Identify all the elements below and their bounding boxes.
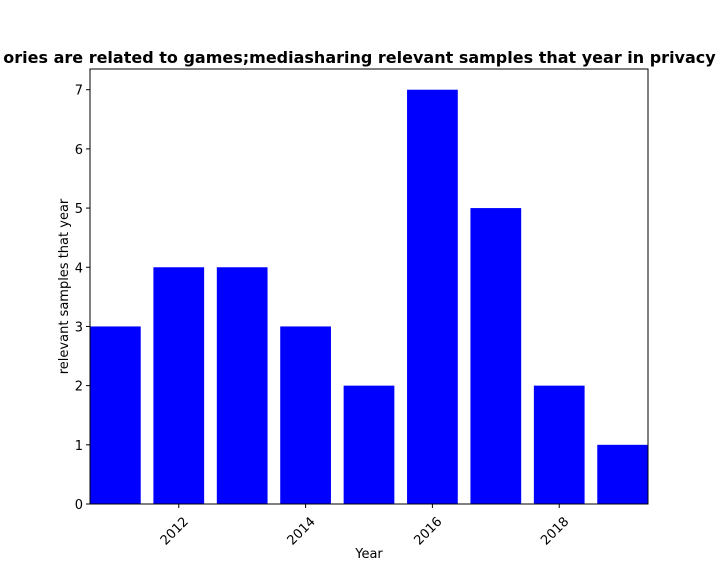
- y-tick-label: 5: [75, 202, 83, 217]
- y-tick-label: 4: [75, 261, 83, 276]
- bar-2019: [597, 444, 648, 504]
- y-tick-label: 0: [75, 498, 83, 513]
- y-tick-label: 7: [75, 84, 83, 99]
- x-tick-label: 2016: [411, 514, 445, 548]
- plot-frame: [89, 68, 649, 505]
- bar-2015: [343, 385, 395, 504]
- x-tick-label: 2014: [285, 514, 319, 548]
- bar-2018: [533, 385, 585, 504]
- bar-2011: [90, 326, 141, 504]
- y-tick-label: 3: [75, 320, 83, 335]
- bar-2014: [280, 326, 331, 504]
- x-axis-ticks: 2012 2014 2016 2018: [158, 504, 572, 548]
- bar-2013: [216, 267, 268, 504]
- bar-2016: [407, 89, 458, 504]
- x-axis-label: Year: [354, 547, 383, 562]
- y-tick-label: 1: [75, 439, 83, 454]
- y-tick-label: 2: [75, 380, 83, 395]
- y-axis-label: relevant samples that year: [57, 198, 72, 374]
- bar-2012: [153, 267, 205, 504]
- chart-title: ories are related to games;mediasharing …: [3, 48, 720, 67]
- bar-2017: [470, 208, 522, 504]
- bars-group: [90, 89, 648, 504]
- x-tick-label: 2018: [538, 514, 572, 548]
- y-tick-label: 6: [75, 143, 83, 158]
- x-tick-label: 2012: [158, 514, 192, 548]
- y-axis-ticks: 0 1 2 3 4 5 6 7: [75, 84, 90, 513]
